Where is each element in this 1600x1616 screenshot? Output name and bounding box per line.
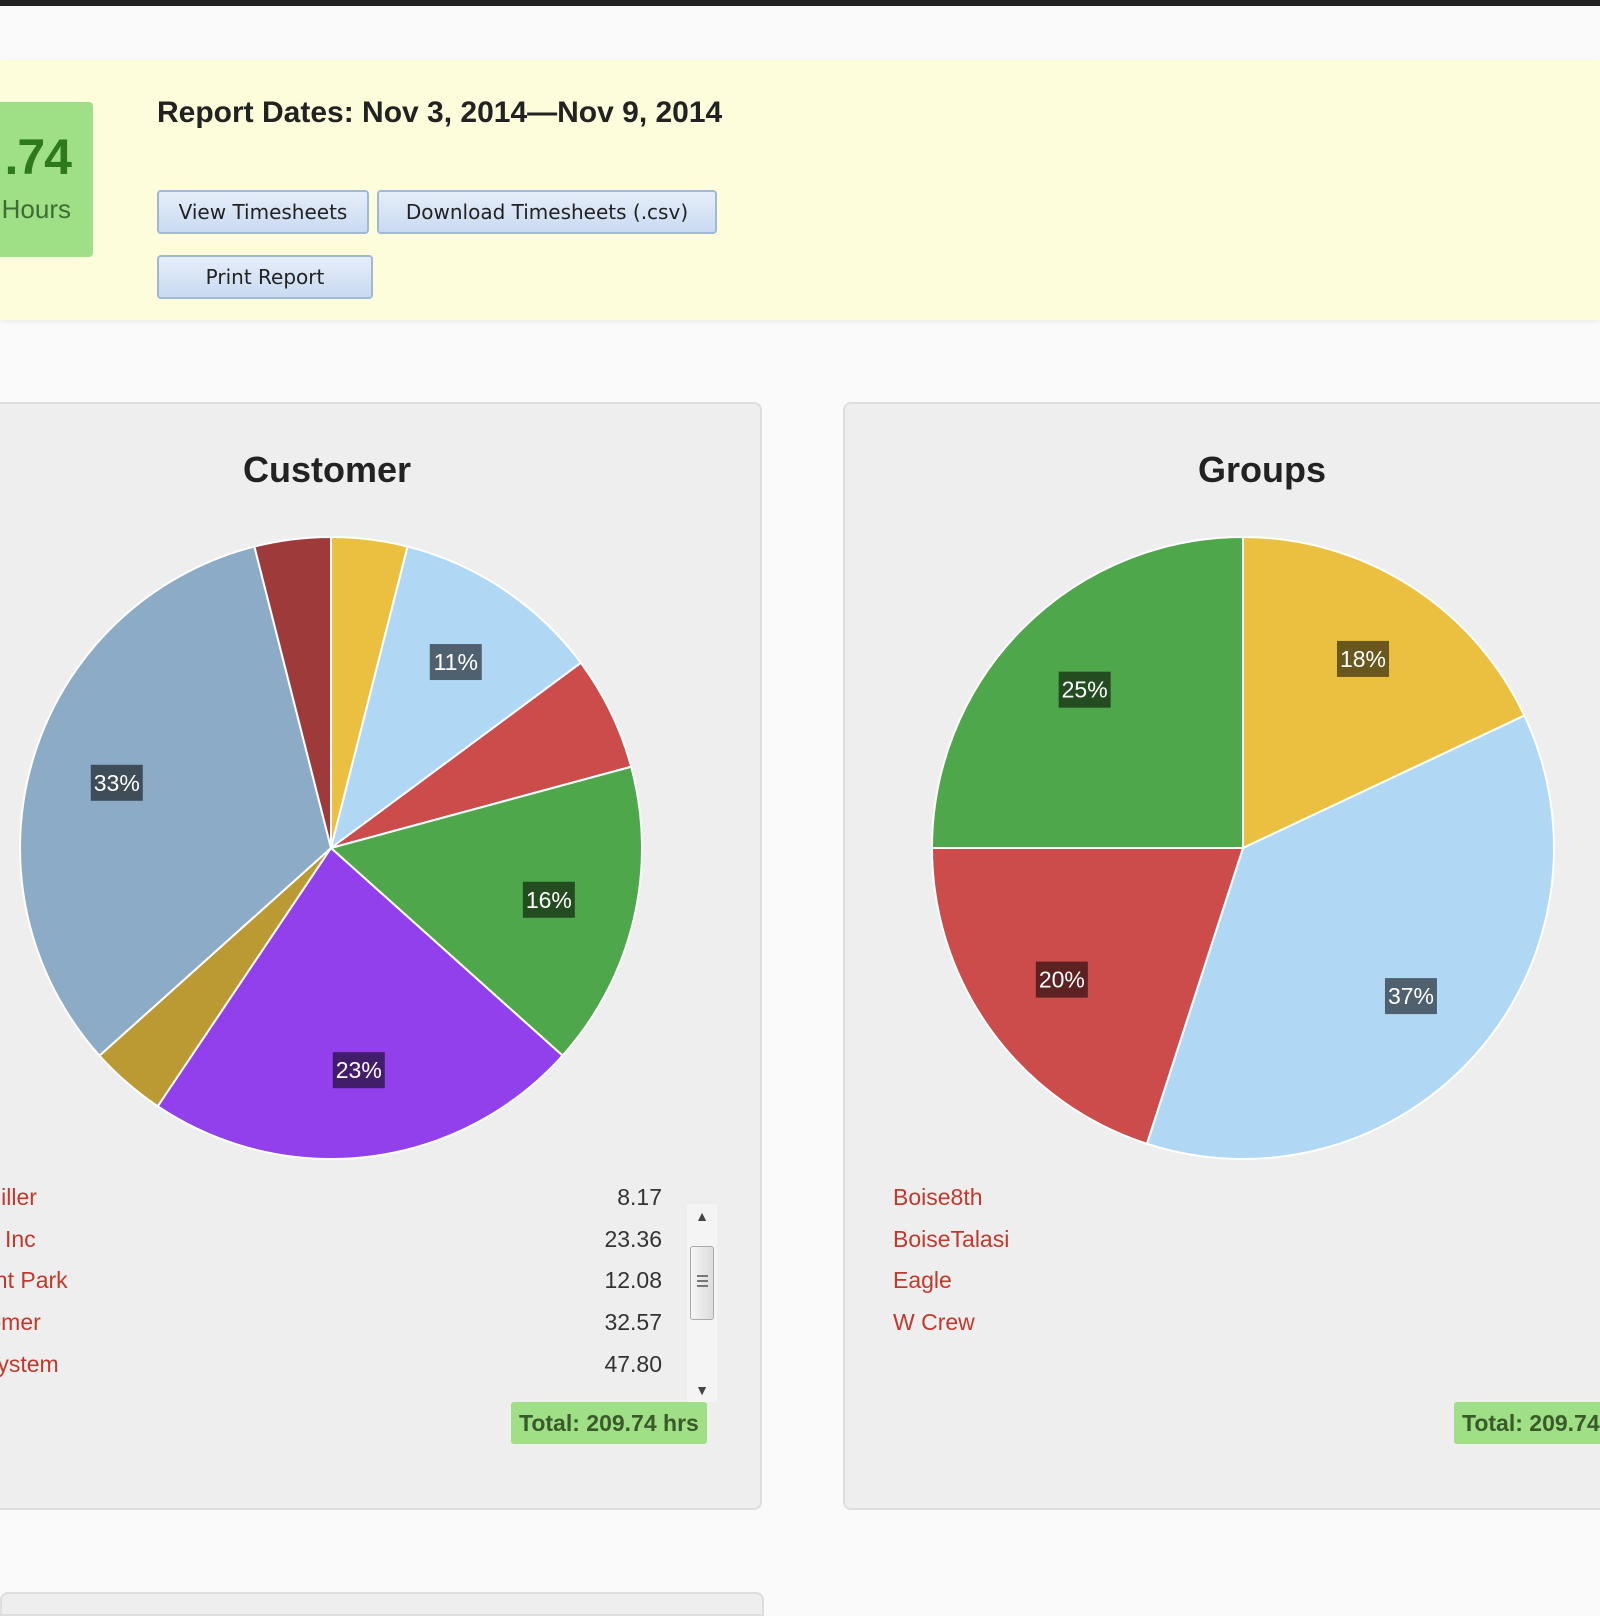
- slice-percent-label: 16%: [526, 887, 572, 913]
- slice-label-bg: [1384, 978, 1437, 1015]
- groups-chart-title: Groups: [1197, 449, 1326, 490]
- customer-chart-panel: Customer 11% 16% 23% 33% Miller 8.17 C Inc …: [0, 402, 762, 1510]
- legend-item[interactable]: BoiseTalasi 7(: [893, 1226, 1600, 1266]
- total-hours-label: Hours: [1, 194, 71, 224]
- pie-slice[interactable]: [253, 535, 332, 849]
- slice-percent-label: 25%: [1062, 677, 1108, 703]
- slice-label-bg: [332, 1052, 385, 1089]
- slice-percent-label: 23%: [336, 1057, 382, 1083]
- legend-item-name: Miller: [0, 1184, 37, 1210]
- view-timesheets-button[interactable]: View Timesheets: [157, 190, 369, 234]
- pie-slice[interactable]: [1145, 714, 1555, 1160]
- groups-pie-chart: 18% 37% 20% 25%: [930, 535, 1555, 1160]
- slice-percent-label: 20%: [1039, 967, 1085, 993]
- legend-item[interactable]: Eagle 4:: [893, 1267, 1600, 1307]
- legend-item-value: 47.80: [604, 1351, 662, 1377]
- legend-item-name: Boise8th: [893, 1184, 983, 1210]
- scroll-down-icon[interactable]: ▼: [695, 1382, 709, 1398]
- legend-item-name: ant Park: [0, 1267, 68, 1293]
- total-hours-value: .74: [4, 129, 72, 185]
- customer-pie-chart: 11% 16% 23% 33%: [19, 535, 643, 1160]
- legend-item-name: C Inc: [0, 1226, 36, 1252]
- legend-item[interactable]: C Inc 23.36: [0, 1226, 662, 1266]
- legend-item[interactable]: tomer 32.57: [0, 1309, 662, 1349]
- slice-label-bg: [429, 644, 482, 681]
- pie-slice[interactable]: [19, 545, 333, 1058]
- legend-item-name: tomer: [0, 1309, 41, 1335]
- grip-icon: [697, 1275, 708, 1277]
- customer-chart-title: Customer: [242, 449, 412, 490]
- pie-slice[interactable]: [1242, 535, 1526, 850]
- scroll-thumb[interactable]: [690, 1246, 714, 1320]
- report-summary: .74 Hours Report Dates: Nov 3, 2014—Nov …: [0, 60, 1600, 320]
- total-hours-badge: Total: 209.74: [1454, 1402, 1600, 1444]
- total-hours-badge: Total: 209.74 hrs: [511, 1402, 707, 1444]
- slice-percent-label: 33%: [94, 770, 140, 796]
- next-panel-edge: [0, 1592, 764, 1616]
- total-hours-box: .74 Hours: [0, 102, 93, 257]
- pie-slice[interactable]: [329, 545, 583, 851]
- legend-item-name: Eagle: [893, 1267, 952, 1293]
- report-dates-title: Report Dates: Nov 3, 2014—Nov 9, 2014: [157, 96, 723, 129]
- legend-scrollbar[interactable]: ▲ ▼: [687, 1204, 717, 1402]
- slice-percent-label: 11%: [434, 649, 478, 675]
- pie-slice[interactable]: [328, 765, 643, 1058]
- slice-label-bg: [1336, 640, 1389, 677]
- legend-item[interactable]: Boise8th 3(: [893, 1184, 1600, 1224]
- legend-item[interactable]: W Crew 5(: [893, 1309, 1600, 1349]
- slice-percent-label: 37%: [1388, 983, 1434, 1009]
- legend-item[interactable]: Miller 8.17: [0, 1184, 662, 1224]
- legend-item-name: System: [0, 1351, 59, 1377]
- legend-item-name: W Crew: [893, 1309, 975, 1335]
- scroll-up-icon[interactable]: ▲: [695, 1208, 709, 1224]
- legend-item[interactable]: ant Park 12.08: [0, 1267, 662, 1307]
- legend-item-value: 8.17: [617, 1184, 662, 1210]
- legend-item-value: 12.08: [604, 1267, 662, 1293]
- groups-chart-panel: Groups 18% 37% 20% 25% Boise8th 3( BoiseTal…: [843, 402, 1600, 1510]
- print-report-button[interactable]: Print Report: [157, 255, 373, 299]
- download-timesheets-button[interactable]: Download Timesheets (.csv): [377, 190, 717, 234]
- legend-item[interactable]: System 47.80: [0, 1351, 662, 1391]
- slice-label-bg: [522, 881, 575, 918]
- slice-label-bg: [1058, 671, 1111, 708]
- top-bar: [0, 0, 1600, 6]
- slice-label-bg: [1035, 961, 1088, 998]
- legend-item-value: 32.57: [604, 1309, 662, 1335]
- pie-slice[interactable]: [156, 846, 564, 1160]
- legend-item-value: 23.36: [604, 1226, 662, 1252]
- legend-item-name: BoiseTalasi: [893, 1226, 1010, 1252]
- slice-percent-label: 18%: [1340, 646, 1386, 672]
- slice-label-bg: [90, 764, 143, 801]
